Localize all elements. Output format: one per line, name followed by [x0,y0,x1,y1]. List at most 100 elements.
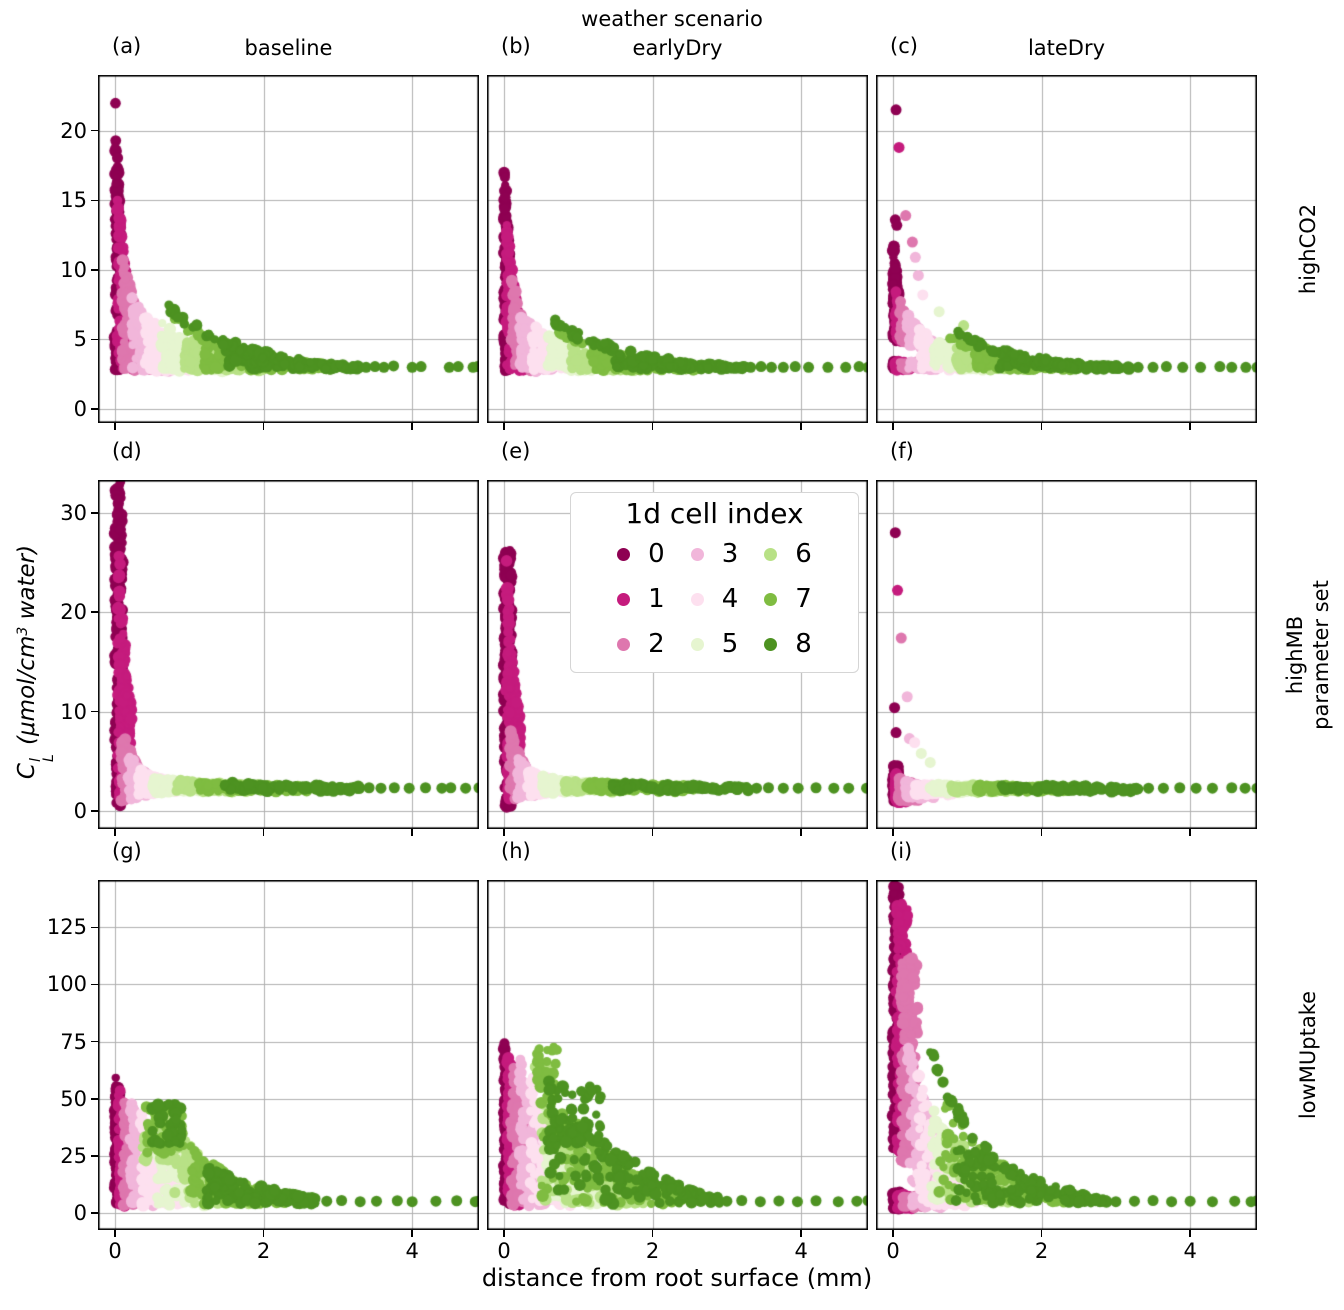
x-tick-mark [651,1230,654,1237]
y-tick-mark [91,338,98,341]
x-tick-mark [411,423,413,430]
x-tick-mark [800,423,802,430]
panel-d [98,480,479,829]
scatter-canvas-h [487,880,868,1230]
panel-letter-f: (f) [890,439,914,463]
panel-c [876,75,1257,423]
scatter-canvas-a [98,75,479,423]
y-tick-label: 75 [60,1029,87,1054]
y-tick-mark [91,129,98,132]
y-tick-mark [91,926,98,929]
y-tick-mark [91,199,98,202]
y-tick-label: 25 [60,1143,87,1168]
y-label-unit-pre: (μmol/cm [14,635,40,753]
y-tick-label: 0 [73,397,87,422]
x-tick-mark [262,829,265,836]
panel-letter-d: (d) [112,439,142,463]
y-tick-mark [91,611,98,613]
y-label-unit-post: water) [14,544,40,627]
x-tick-label: 2 [1034,1239,1049,1263]
legend-marker-icon [764,547,778,561]
legend-entry-2: 2 [617,625,665,663]
x-tick-mark [1189,829,1191,836]
x-tick-mark [892,829,894,836]
y-tick-mark [91,408,98,410]
x-tick-mark [503,1230,505,1237]
x-tick-mark [503,423,505,430]
panel-i [876,880,1257,1230]
y-tick-mark [91,983,98,986]
y-tick-label: 0 [73,1201,87,1226]
figure-suptitle: weather scenario [581,7,763,31]
y-tick-label: 100 [46,972,87,997]
y-tick-label: 15 [60,188,87,213]
panel-letter-a: (a) [112,34,142,58]
legend-entry-label: 4 [721,584,739,614]
x-tick-mark [114,829,116,836]
x-tick-label: 4 [1183,1239,1197,1263]
y-tick-mark [91,1155,98,1157]
y-tick-label: 0 [73,799,87,824]
panel-f [876,480,1257,829]
y-tick-mark [91,1040,98,1043]
column-title-lateDry: lateDry [1027,36,1106,60]
y-tick-mark [91,1212,98,1214]
y-label-sub: L [41,754,57,763]
x-tick-label: 2 [256,1239,271,1263]
y-tick-label: 50 [60,1086,87,1111]
x-tick-mark [503,829,505,836]
x-tick-mark [262,1230,265,1237]
scatter-canvas-f [876,480,1257,829]
legend-entry-0: 0 [617,535,665,573]
legend-marker-icon [690,547,704,561]
x-tick-label: 0 [108,1239,122,1263]
scatter-canvas-b [487,75,868,423]
panel-g [98,880,479,1230]
legend-marker-icon [617,547,631,561]
x-tick-label: 0 [886,1239,900,1263]
y-tick-label: 10 [60,699,87,724]
y-tick-mark [91,269,98,271]
legend-title: 1d cell index [625,497,804,530]
x-tick-mark [114,423,116,430]
legend-entry-5: 5 [690,625,739,663]
x-tick-mark [800,829,802,836]
legend: 1d cell index 0 1 2 3 4 5 6 7 8 [570,492,859,673]
x-tick-mark [800,1230,802,1237]
x-tick-mark [1189,1230,1191,1237]
legend-column: 0 1 2 [617,535,665,663]
legend-entry-label: 6 [795,539,812,569]
legend-entry-label: 5 [721,629,739,659]
x-axis-label: distance from root surface (mm) [481,1264,873,1292]
panel-letter-e: (e) [501,439,531,463]
y-tick-label: 5 [73,327,87,352]
row-label-highCO2: highCO2 [1296,203,1320,295]
column-title-baseline: baseline [244,36,333,60]
panel-letter-b: (b) [501,34,531,58]
y-tick-label: 30 [60,500,87,525]
x-tick-mark [1040,1230,1043,1237]
x-tick-mark [651,423,654,430]
legend-entry-3: 3 [690,535,739,573]
legend-entry-7: 7 [764,580,812,618]
legend-entry-label: 0 [648,539,665,569]
scatter-canvas-i [876,880,1257,1230]
legend-entry-label: 2 [648,629,665,659]
legend-entry-label: 7 [795,584,812,614]
column-title-earlyDry: earlyDry [632,36,723,60]
panel-a [98,75,479,423]
row-label-lowMUptake: lowMUptake [1296,990,1320,1120]
scatter-canvas-c [876,75,1257,423]
panel-letter-i: (i) [890,839,913,863]
legend-entry-label: 3 [721,539,739,569]
legend-marker-icon [690,592,704,606]
y-label-unit-sup: 3 [15,626,31,636]
legend-entry-4: 4 [690,580,739,618]
x-tick-mark [892,1230,894,1237]
panel-letter-g: (g) [112,839,142,863]
scatter-canvas-g [98,880,479,1230]
x-tick-label: 0 [497,1239,511,1263]
legend-entries: 0 1 2 3 4 5 6 7 8 [617,535,812,663]
x-tick-mark [411,1230,413,1237]
